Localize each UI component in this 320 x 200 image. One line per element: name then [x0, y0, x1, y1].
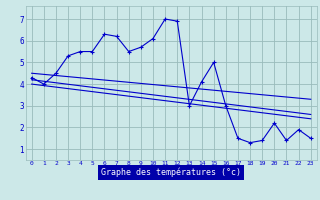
X-axis label: Graphe des températures (°c): Graphe des températures (°c) — [101, 168, 241, 177]
